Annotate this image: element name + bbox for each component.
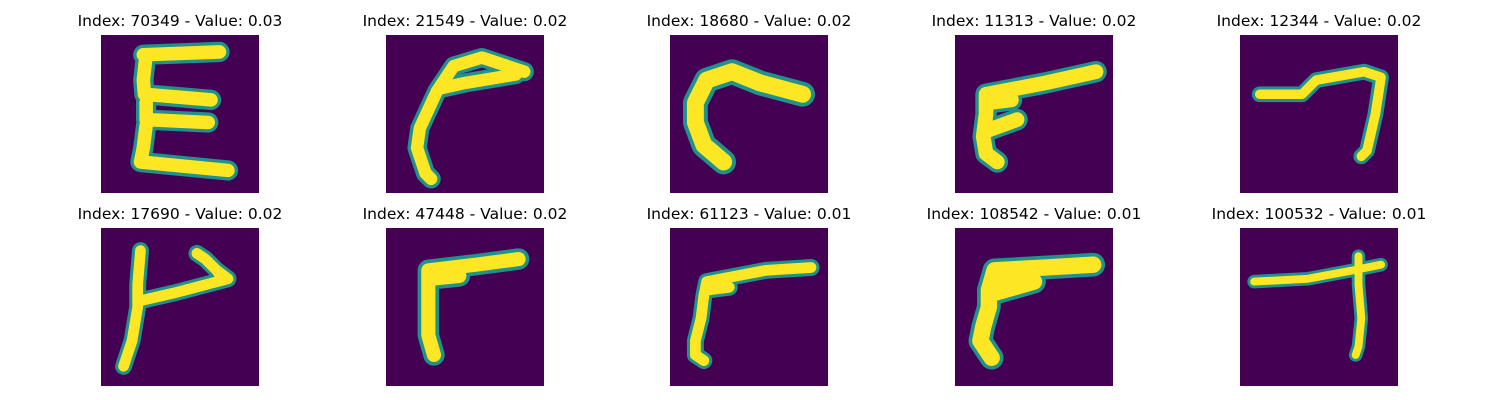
panel-title: Index: 47448 - Value: 0.02 [362, 205, 568, 223]
glyph-angle [417, 248, 530, 366]
glyph-bent-line [1251, 63, 1389, 165]
panel-title: Index: 17690 - Value: 0.02 [77, 205, 283, 223]
digit-image [386, 228, 544, 386]
glyph-t [1247, 249, 1388, 362]
digit-image [101, 228, 259, 386]
digit-image [1240, 228, 1398, 386]
glyph-angle [968, 252, 1106, 370]
glyph-angle [686, 259, 820, 370]
digit-image [101, 35, 259, 193]
glyph-epsilon [130, 41, 239, 181]
digit-image [670, 228, 828, 386]
panel-title: Index: 100532 - Value: 0.01 [1211, 205, 1427, 223]
panel-title: Index: 11313 - Value: 0.02 [931, 12, 1137, 30]
panel-title: Index: 108542 - Value: 0.01 [926, 205, 1142, 223]
digit-image [955, 228, 1113, 386]
digit-image [670, 35, 828, 193]
panel-title: Index: 12344 - Value: 0.02 [1216, 12, 1422, 30]
digit-image [386, 35, 544, 193]
panel-title: Index: 18680 - Value: 0.02 [646, 12, 852, 30]
glyph-curve [682, 59, 816, 175]
digit-image [955, 35, 1113, 193]
glyph-flag [115, 242, 237, 375]
panel-title: Index: 21549 - Value: 0.02 [362, 12, 568, 30]
panel-title: Index: 70349 - Value: 0.03 [77, 12, 283, 30]
glyph-angle [972, 60, 1107, 173]
panel-title: Index: 61123 - Value: 0.01 [646, 205, 852, 223]
digit-image [1240, 35, 1398, 193]
glyph-hook [407, 47, 534, 189]
